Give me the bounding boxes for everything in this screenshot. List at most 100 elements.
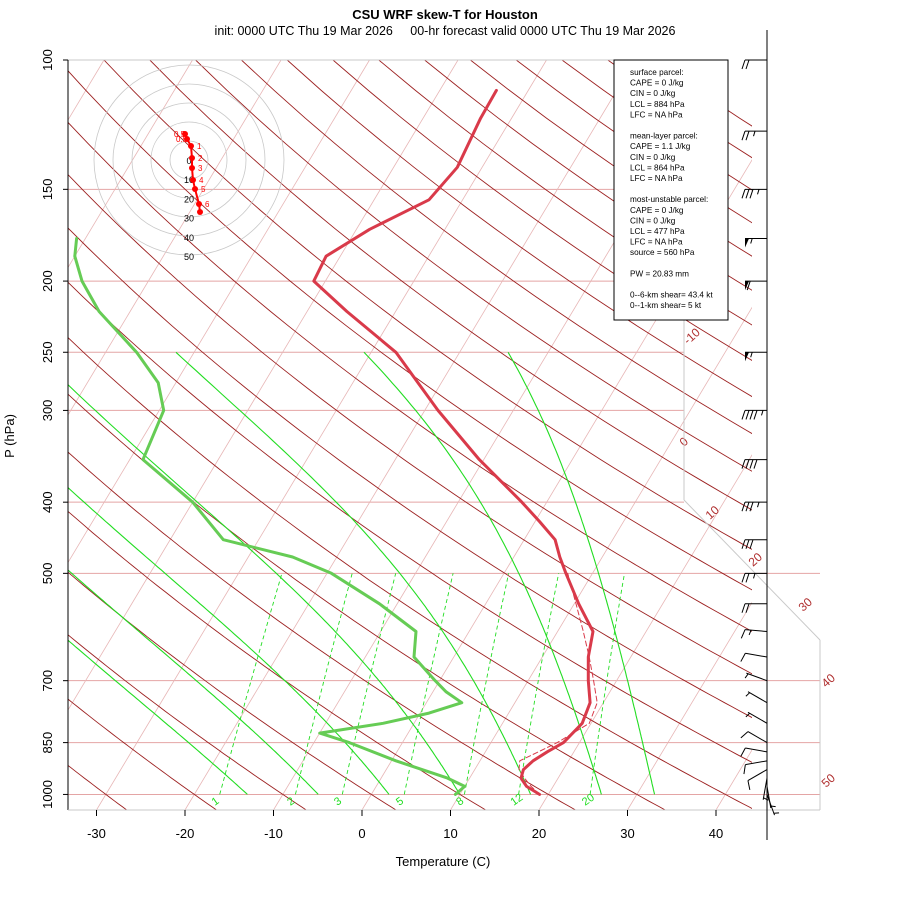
y-tick-label: 200 xyxy=(40,270,55,292)
wind-barb xyxy=(762,777,769,801)
wind-barb xyxy=(741,572,767,583)
wind-barb xyxy=(741,130,767,141)
dry-adiabat xyxy=(68,281,752,763)
x-axis-label: Temperature (C) xyxy=(396,854,491,869)
mixing-ratio-label: 8 xyxy=(454,795,466,808)
hodograph-ring-label: 30 xyxy=(184,214,194,224)
wind-barb xyxy=(745,237,767,248)
dry-adiabat xyxy=(68,510,486,810)
parcel-info-line: PW = 20.83 mm xyxy=(630,269,689,278)
dry-adiabat xyxy=(68,451,576,810)
isotherm-line xyxy=(68,60,282,416)
isotherm-line xyxy=(68,60,370,564)
x-tick-label: 30 xyxy=(620,826,634,841)
hodograph-height-label: 5 xyxy=(201,185,206,194)
dry-adiabat xyxy=(68,173,752,675)
y-tick-label: 300 xyxy=(40,400,55,422)
dry-adiabats xyxy=(68,60,752,810)
dry-adiabat xyxy=(68,393,666,810)
x-tick-label: 0 xyxy=(358,826,365,841)
moist-adiabat xyxy=(68,486,390,795)
hodograph-point xyxy=(189,165,195,171)
wind-barb xyxy=(741,188,767,199)
subtitle: init: 0000 UTC Thu 19 Mar 2026 00-hr for… xyxy=(214,24,676,38)
isotherm-line xyxy=(184,60,636,810)
wind-barb xyxy=(745,280,767,291)
hodograph-height-label: 1 xyxy=(197,142,202,151)
parcel-info-line: CAPE = 0 J/kg xyxy=(630,206,684,215)
hodograph-height-label: 0.5 xyxy=(174,130,186,139)
hodograph-point xyxy=(189,155,195,161)
hodograph-point xyxy=(192,186,198,192)
hodograph-height-label: 4 xyxy=(199,176,204,185)
moist-adiabat xyxy=(68,384,461,795)
hodograph-ring xyxy=(131,102,247,218)
dry-adiabat xyxy=(149,60,752,511)
parcel-info-line: 0--1-km shear= 5 kt xyxy=(630,301,702,310)
isotherm-label: 10 xyxy=(703,503,723,523)
parcel-info-line: source = 560 hPa xyxy=(630,248,695,257)
isotherm-line xyxy=(450,306,752,810)
parcel-info-line: LFC = NA hPa xyxy=(630,238,683,247)
y-tick-label: 500 xyxy=(40,562,55,584)
wind-barb xyxy=(741,459,767,469)
hodograph-ring-label: 20 xyxy=(184,194,194,204)
isotherm-label: 30 xyxy=(796,595,816,615)
wind-barb xyxy=(740,652,768,662)
hodograph-ring-label: 10 xyxy=(184,175,194,185)
title: CSU WRF skew-T for Houston xyxy=(352,7,538,22)
wind-barb xyxy=(741,539,767,549)
dry-adiabat xyxy=(241,60,752,435)
moist-adiabats xyxy=(68,351,656,795)
mixing-ratio-line xyxy=(403,573,454,795)
mixing-ratio-line xyxy=(589,573,625,795)
moist-adiabat xyxy=(68,639,248,795)
isotherm-line xyxy=(96,60,547,810)
hodograph-ring-label: 0 xyxy=(186,156,191,166)
isotherm-lines xyxy=(68,60,752,810)
parcel-info-line: LCL = 864 hPa xyxy=(630,163,685,172)
parcel-info-line: surface parcel: xyxy=(630,68,684,77)
mixing-ratio-line xyxy=(294,573,353,795)
mixing-ratio-label: 5 xyxy=(394,795,406,808)
mixing-ratio-label: 1 xyxy=(210,795,222,808)
temperature-profile-line xyxy=(312,88,595,796)
wind-barb xyxy=(741,501,767,512)
y-tick-label: 850 xyxy=(40,732,55,754)
isotherm-label: 50 xyxy=(819,771,839,791)
hodograph-point xyxy=(188,143,194,149)
wind-barb xyxy=(741,409,767,420)
x-tick-label: -30 xyxy=(87,826,106,841)
dry-adiabat xyxy=(68,336,752,809)
moist-adiabat xyxy=(507,352,656,795)
mixing-ratio-line xyxy=(219,573,283,795)
isotherm-line xyxy=(361,159,752,810)
parcel-trace-line xyxy=(518,572,598,795)
parcel-info-line: LCL = 884 hPa xyxy=(630,100,685,109)
hodograph-ring-label: 40 xyxy=(184,233,194,243)
parcel-info-line: 0--6-km shear= 43.4 kt xyxy=(630,291,713,300)
x-tick-label: 10 xyxy=(443,826,457,841)
wind-barb xyxy=(745,691,768,704)
y-tick-label: 100 xyxy=(40,49,55,71)
dry-adiabat xyxy=(68,70,752,591)
x-tick-label: 40 xyxy=(709,826,723,841)
wind-barb xyxy=(744,672,768,682)
x-tick-label: 20 xyxy=(532,826,546,841)
wind-barb xyxy=(740,629,768,639)
dry-adiabat xyxy=(68,121,752,632)
wind-barb xyxy=(747,769,768,790)
parcel-info-line: CIN = 0 J/kg xyxy=(630,89,676,98)
hodograph-point xyxy=(197,209,203,215)
hodograph-height-label: 0.5 xyxy=(176,135,188,144)
mixing-ratio-line xyxy=(341,573,397,795)
hodograph-ring xyxy=(112,83,266,237)
wind-barb xyxy=(766,786,776,809)
hodograph: 0 10 20 30 40 50 0.50.5 1 23 45 6 xyxy=(93,64,285,262)
isotherm-line xyxy=(627,601,752,810)
parcel-info-box xyxy=(613,59,729,321)
y-tick-label: 400 xyxy=(40,491,55,513)
mixing-ratio-lines xyxy=(219,573,625,795)
parcel-info-line: CIN = 0 J/kg xyxy=(630,153,676,162)
